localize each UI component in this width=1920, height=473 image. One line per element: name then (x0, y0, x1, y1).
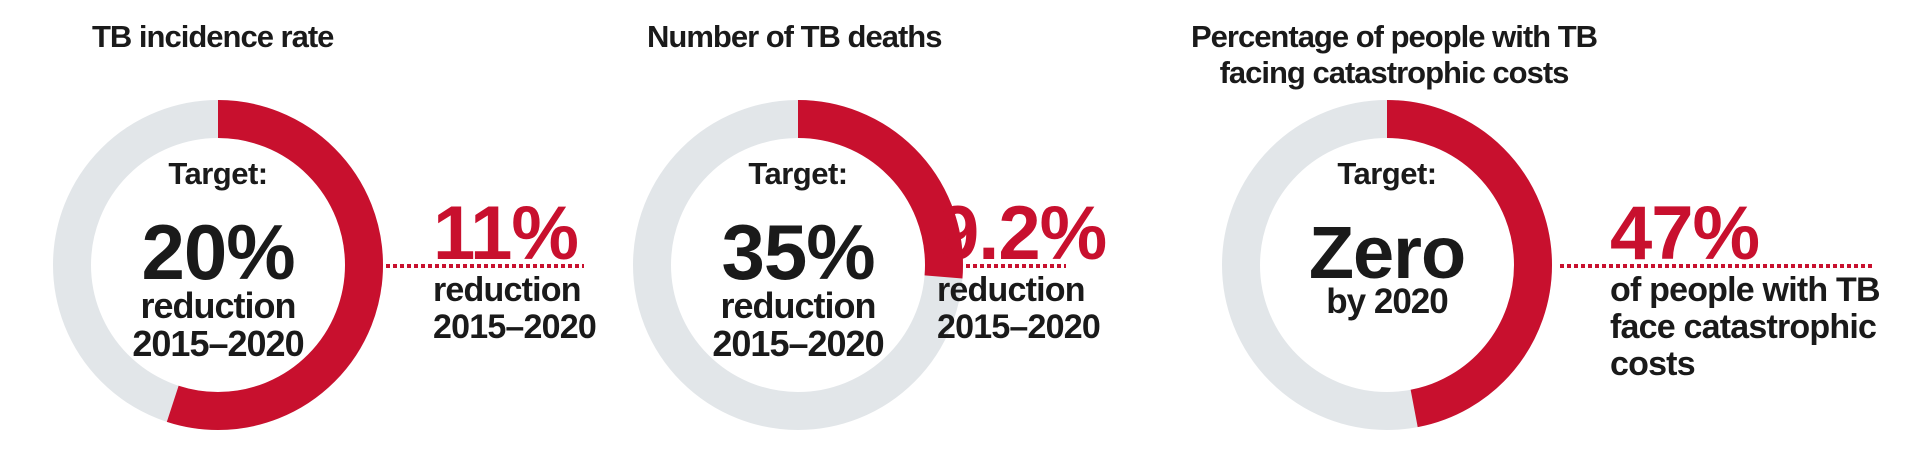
chart-title-line: facing catastrophic costs (1219, 55, 1570, 90)
caption-line: reduction (433, 271, 582, 309)
target-sub-line: reduction (720, 285, 876, 326)
current-value: 9.2% (937, 191, 1107, 276)
current-value: 47% (1610, 191, 1760, 276)
target-sub-line: by 2020 (1326, 282, 1448, 321)
donut-svg (633, 100, 963, 430)
caption-line: face catastrophic (1610, 308, 1877, 346)
chart-title: Percentage of people with TB facing cata… (1188, 19, 1600, 91)
target-value: 20% (141, 208, 295, 296)
chart-title-line: Percentage of people with TB (1190, 19, 1598, 54)
caption-line: 2015–2020 (433, 308, 597, 346)
donut-chart: Target: Zero by 2020 (1222, 100, 1552, 430)
target-value: 35% (721, 208, 875, 296)
dotted-connector-line (1560, 264, 1872, 268)
target-sub-line: reduction (140, 285, 296, 326)
target-label: Target: (168, 156, 268, 191)
ring-progress (633, 100, 963, 430)
target-sub-line: 2015–2020 (132, 323, 304, 364)
ring-progress (53, 100, 383, 430)
donut-chart: Target: 35% reduction 2015–2020 (633, 100, 963, 430)
caption-line: 2015–2020 (937, 308, 1101, 346)
chart-title: Number of TB deaths (647, 19, 942, 55)
target-sub-line: 2015–2020 (712, 323, 884, 364)
donut-chart: Target: 20% reduction 2015–2020 (53, 100, 383, 430)
caption-line: costs (1610, 345, 1696, 383)
caption-line: reduction (937, 271, 1086, 309)
current-value-caption: reduction 2015–2020 (937, 271, 1101, 346)
donut-svg (53, 100, 383, 430)
chart-title: TB incidence rate (92, 19, 334, 55)
dotted-connector-line (386, 264, 584, 268)
ring-progress (1222, 100, 1552, 430)
target-label: Target: (748, 156, 848, 191)
dotted-connector-line (966, 264, 1066, 268)
caption-line: of people with TB (1610, 271, 1881, 309)
chart-title-line: TB incidence rate (92, 19, 334, 54)
current-value: 11% (433, 191, 579, 276)
target-value: Zero (1308, 211, 1466, 294)
target-label: Target: (1337, 156, 1437, 191)
chart-title-line: Number of TB deaths (647, 19, 942, 54)
donut-svg (1222, 100, 1552, 430)
current-value-caption: reduction 2015–2020 (433, 271, 597, 346)
current-value-caption: of people with TB face catastrophic cost… (1610, 271, 1881, 383)
